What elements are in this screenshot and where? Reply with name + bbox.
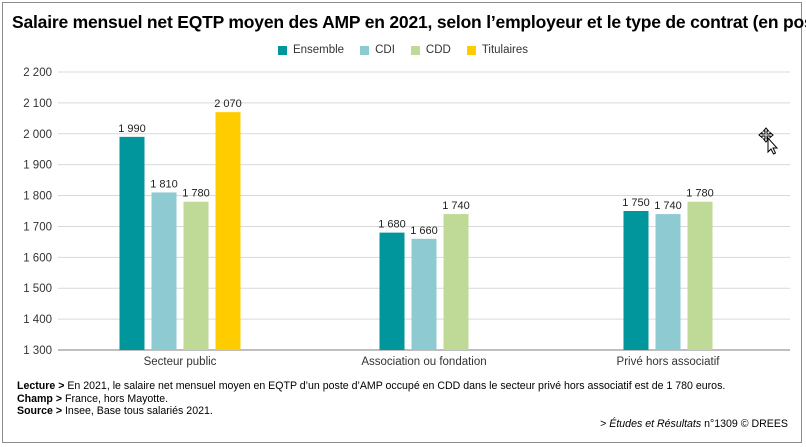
y-tick-label: 1 500 (23, 283, 52, 295)
legend-label: CDI (375, 44, 395, 56)
champ-label: Champ > (17, 392, 63, 405)
source-note: Source > Insee, Base tous salariés 2021. (17, 405, 725, 418)
data-label: 1 810 (150, 178, 178, 190)
legend-item-titulaires: Titulaires (466, 44, 529, 56)
legend-label: Titulaires (481, 44, 529, 56)
source-text: Insee, Base tous salariés 2021. (62, 405, 213, 418)
source-label: Source > (17, 405, 63, 418)
y-tick-label: 1 600 (23, 252, 52, 264)
legend-swatch (466, 45, 476, 55)
y-tick-label: 1 800 (23, 191, 52, 203)
publication-credit: > Études et Résultats n°1309 © DREES (600, 418, 788, 430)
data-label: 1 740 (442, 200, 470, 212)
legend-swatch (277, 45, 287, 55)
credit-prefix: > (600, 418, 610, 430)
champ-text: France, hors Mayotte. (62, 392, 169, 405)
credit-publication: Études et Résultats (609, 418, 702, 430)
lecture-text: En 2021, le salaire net mensuel moyen en… (64, 380, 726, 392)
legend-swatch (360, 45, 370, 55)
legend-item-cdd: CDD (410, 44, 451, 56)
data-label: 1 740 (654, 200, 682, 212)
bar-cdd (183, 201, 209, 350)
legend-swatch (410, 45, 420, 55)
legend-item-ensemble: Ensemble (277, 44, 345, 56)
bar-cdd (687, 201, 713, 350)
legend-label: Ensemble (292, 44, 345, 56)
bar-titulaires (215, 112, 241, 351)
y-tick-label: 2 200 (23, 67, 52, 79)
y-tick-label: 2 100 (23, 98, 52, 110)
y-tick-label: 2 000 (23, 129, 52, 141)
data-label: 2 070 (214, 98, 242, 110)
data-label: 1 660 (410, 225, 438, 237)
lecture-label: Lecture > (17, 380, 65, 392)
chart-title: Salaire mensuel net EQTP moyen des AMP e… (12, 12, 806, 32)
y-tick-label: 1 300 (23, 345, 52, 357)
move-cursor-icon (758, 127, 779, 155)
category-label: Privé hors associatif (617, 356, 721, 368)
category-label: Association ou fondation (361, 356, 486, 368)
bar-cdi (411, 238, 437, 350)
bar-ensemble (623, 211, 649, 350)
y-tick-label: 1 700 (23, 221, 52, 233)
bar-ensemble (379, 232, 405, 350)
data-label: 1 750 (622, 197, 650, 209)
credit-suffix: n°1309 © DREES (701, 418, 788, 430)
legend-item-cdi: CDI (360, 44, 395, 56)
bar-cdi (655, 214, 681, 350)
chart-notes: Lecture > En 2021, le salaire net mensue… (17, 380, 725, 418)
data-label: 1 990 (118, 123, 146, 135)
lecture-note: Lecture > En 2021, le salaire net mensue… (17, 380, 725, 393)
data-label: 1 780 (182, 188, 210, 200)
category-label: Secteur public (144, 356, 217, 368)
champ-note: Champ > France, hors Mayotte. (17, 393, 725, 406)
legend: Ensemble CDI CDD Titulaires (0, 44, 806, 56)
bar-cdd (443, 214, 469, 350)
data-label: 1 680 (378, 219, 406, 231)
bar-cdi (151, 192, 177, 350)
data-label: 1 780 (686, 188, 714, 200)
y-tick-label: 1 900 (23, 160, 52, 172)
legend-label: CDD (425, 44, 451, 56)
y-tick-label: 1 400 (23, 314, 52, 326)
bar-ensemble (119, 136, 145, 350)
